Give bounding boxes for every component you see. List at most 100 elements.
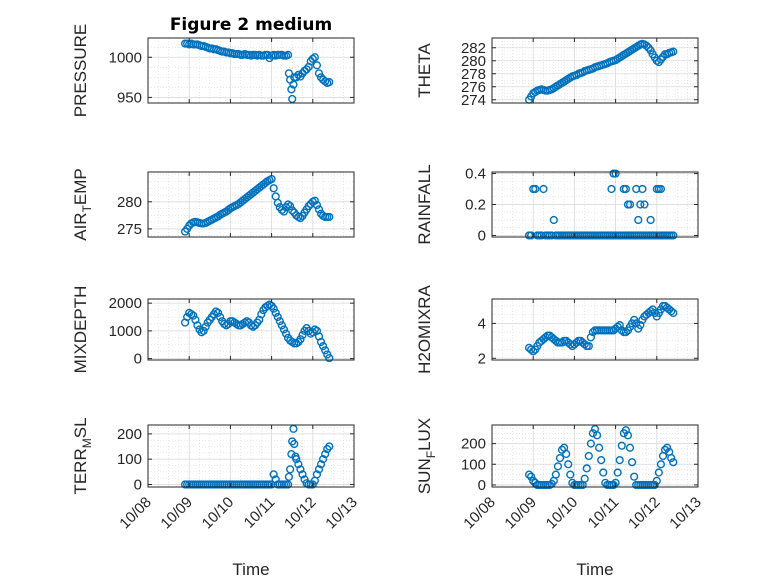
- data-point: [562, 449, 571, 459]
- y-tick-label: 950: [117, 89, 142, 106]
- data-point: [650, 480, 659, 490]
- data-point: [288, 94, 297, 104]
- data-point: [319, 342, 328, 351]
- y-tick-label: 274: [461, 92, 486, 109]
- data-point: [271, 475, 280, 484]
- data-point: [557, 445, 567, 454]
- y-tick-label: 100: [117, 451, 142, 468]
- data-point: [566, 470, 575, 479]
- y-tick-label: 275: [117, 221, 142, 238]
- data-point: [292, 73, 301, 82]
- data-point: [286, 465, 295, 474]
- data-point: [615, 321, 624, 330]
- y-axis-label: SUNFLUX: [415, 418, 438, 494]
- data-point: [609, 480, 618, 490]
- data-point: [607, 184, 616, 194]
- data-point: [625, 443, 635, 452]
- data-point: [314, 465, 324, 474]
- data-point: [586, 333, 595, 342]
- y-tick-label: 0: [478, 227, 486, 244]
- data-point: [580, 474, 589, 483]
- data-point: [669, 47, 678, 56]
- data-point: [611, 169, 620, 178]
- x-tick-label: 10/11: [585, 494, 623, 532]
- data-point: [636, 200, 645, 209]
- y-tick-label: 0: [134, 476, 142, 493]
- data-point: [321, 77, 330, 86]
- y-axis-label: RAINFALL: [415, 164, 434, 244]
- y-axis-label: THETA: [415, 43, 434, 98]
- data-point: [292, 455, 301, 464]
- data-point: [279, 207, 289, 216]
- data-point: [201, 322, 210, 331]
- data-point: [667, 453, 676, 463]
- subplot-8: 0 100 200 10/08 10/09 10/10 10/11 10/12 10/13 SUN…: [415, 418, 705, 533]
- data-point: [642, 41, 651, 50]
- x-tick-label: 10/13: [666, 494, 705, 533]
- data-point: [316, 337, 326, 347]
- data-point: [527, 472, 536, 481]
- data-point: [296, 465, 305, 474]
- data-point: [312, 61, 322, 70]
- data-point: [553, 462, 563, 471]
- data-point: [584, 341, 593, 351]
- y-tick-label: 280: [117, 194, 142, 211]
- data-point: [617, 441, 626, 450]
- y-tick-label: 100: [461, 456, 486, 473]
- data-point: [524, 470, 534, 479]
- y-axis-label: MIXDEPTH: [71, 286, 90, 374]
- y-axis-label: PRESSURE: [71, 24, 90, 118]
- x-tick-label: 10/12: [281, 494, 320, 533]
- data-point: [325, 353, 334, 363]
- data-point: [199, 326, 208, 335]
- data-point: [283, 480, 293, 489]
- data-point: [314, 69, 324, 78]
- data-point: [298, 330, 307, 340]
- data-point: [549, 215, 558, 225]
- data-point: [662, 443, 672, 452]
- y-axis-label: AIRTEMP: [71, 168, 94, 241]
- y-tick-label: 2000: [109, 295, 142, 312]
- y-axis-label: TERRMSL: [71, 417, 94, 494]
- data-point: [539, 184, 548, 194]
- axes-box: [491, 298, 699, 361]
- data-point: [667, 307, 676, 316]
- data-point: [527, 345, 536, 354]
- data-point: [656, 460, 666, 469]
- data-point: [294, 70, 303, 80]
- x-tick-label: 10/11: [241, 494, 279, 532]
- data-point: [312, 470, 322, 479]
- x-tick-label: 10/10: [543, 494, 582, 533]
- data-point: [286, 202, 295, 211]
- x-axis-label-right: Time: [576, 560, 613, 579]
- axes-box: [147, 298, 355, 361]
- x-tick-label: 10/08: [116, 494, 155, 533]
- axes-box: [491, 424, 699, 488]
- data-point: [316, 460, 326, 469]
- data-point: [646, 307, 655, 316]
- y-tick-label: 0: [478, 477, 486, 494]
- data-point: [312, 200, 322, 210]
- y-tick-label: 280: [461, 53, 486, 70]
- data-point: [289, 424, 298, 433]
- data-point: [288, 206, 297, 215]
- data-point: [216, 312, 225, 322]
- y-tick-label: 200: [117, 426, 142, 443]
- data-point: [310, 196, 319, 205]
- data-point: [281, 329, 291, 338]
- y-tick-label: 4: [478, 315, 486, 332]
- subplot-6: 2 4 H2OMIXRA: [415, 284, 699, 374]
- y-tick-label: 2: [478, 350, 486, 367]
- y-tick-label: 276: [461, 79, 486, 96]
- data-point: [623, 431, 633, 440]
- data-point: [314, 205, 324, 214]
- data-point: [325, 212, 334, 222]
- data-point: [595, 443, 604, 452]
- data-point: [656, 184, 666, 194]
- data-point: [283, 50, 293, 59]
- subplot-4: 0 0.2 0.4 RAINFALL: [415, 164, 699, 245]
- data-point: [325, 78, 334, 87]
- data-point: [599, 468, 608, 477]
- data-point: [193, 321, 202, 330]
- data-point: [613, 468, 622, 477]
